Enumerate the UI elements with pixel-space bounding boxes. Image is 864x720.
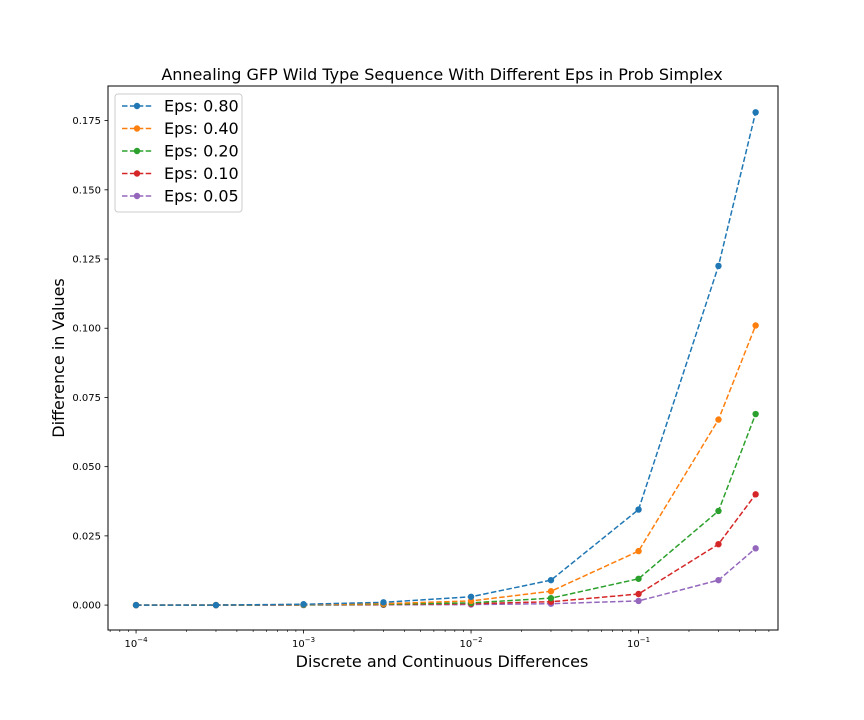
legend: Eps: 0.80 Eps: 0.40 Eps: 0.20 Eps: 0.10 Eps:… — [114, 93, 243, 213]
legend-label: Eps: 0.40 — [164, 119, 239, 138]
x-axis: 10−4 10−3 10−2 10−1 — [109, 630, 770, 650]
x-tick-label: 10−1 — [627, 636, 650, 650]
data-point — [300, 601, 307, 608]
data-point — [635, 590, 642, 598]
legend-marker — [133, 125, 141, 132]
legend-marker — [133, 147, 141, 155]
chart-title: Annealing GFP Wild Type Sequence With Di… — [161, 65, 722, 84]
data-point — [547, 594, 555, 602]
y-tick-label: 0.050 — [72, 462, 101, 473]
data-point — [212, 601, 220, 609]
data-point — [752, 109, 759, 116]
data-point — [635, 506, 642, 513]
series-line — [136, 413, 757, 606]
data-point — [380, 599, 387, 606]
series-line — [136, 325, 757, 606]
plot-frame — [107, 85, 779, 631]
legend-label: Eps: 0.20 — [164, 142, 239, 161]
data-point — [715, 262, 722, 270]
y-tick-label: 0.025 — [72, 531, 101, 542]
y-tick-label: 0.125 — [72, 255, 101, 266]
legend-marker — [133, 170, 141, 177]
legend-label: Eps: 0.80 — [164, 97, 239, 116]
y-tick-label: 0.000 — [72, 601, 101, 612]
series-line — [136, 547, 757, 606]
data-point — [715, 416, 722, 423]
series-1 — [132, 322, 759, 609]
legend-label: Eps: 0.05 — [164, 187, 239, 206]
y-tick-label: 0.100 — [72, 324, 101, 335]
legend-item: Eps: 0.10 — [122, 164, 239, 183]
data-point — [467, 593, 475, 600]
x-tick-label: 10−4 — [125, 636, 149, 650]
data-point — [547, 588, 555, 595]
y-axis-label: Difference in Values — [49, 278, 68, 438]
data-point — [547, 576, 555, 584]
data-point — [635, 597, 642, 605]
data-point — [635, 547, 642, 555]
data-point — [752, 545, 759, 552]
legend-label: Eps: 0.10 — [164, 164, 239, 183]
x-axis-label: Discrete and Continuous Differences — [296, 652, 589, 671]
x-tick-label: 10−2 — [460, 636, 483, 650]
y-tick-label: 0.175 — [72, 116, 101, 127]
data-point — [752, 322, 759, 329]
data-point — [715, 507, 722, 515]
series-2 — [132, 410, 759, 609]
data-point — [752, 410, 759, 418]
data-point — [715, 576, 722, 584]
y-axis: 0.000 0.025 0.050 0.075 0.100 0.125 0.150 0.175 — [72, 116, 108, 612]
data-point — [715, 540, 722, 548]
series-line — [136, 493, 757, 606]
legend-items: Eps: 0.80 Eps: 0.40 Eps: 0.20 Eps: 0.10 Eps:… — [122, 97, 239, 206]
plot-area — [107, 85, 779, 631]
y-tick-label: 0.150 — [72, 185, 101, 196]
y-tick-label: 0.075 — [72, 393, 101, 404]
legend-item: Eps: 0.80 — [122, 97, 239, 116]
legend-box — [114, 93, 243, 213]
series-layer — [132, 109, 759, 609]
legend-item: Eps: 0.05 — [122, 187, 239, 206]
data-point — [635, 575, 642, 582]
legend-item: Eps: 0.40 — [122, 119, 239, 138]
x-tick-label: 10−3 — [292, 636, 315, 650]
data-point — [752, 491, 759, 498]
legend-marker — [133, 102, 141, 110]
legend-item: Eps: 0.20 — [122, 142, 239, 161]
data-point — [132, 601, 140, 609]
series-0 — [132, 109, 759, 609]
legend-marker — [133, 192, 141, 200]
